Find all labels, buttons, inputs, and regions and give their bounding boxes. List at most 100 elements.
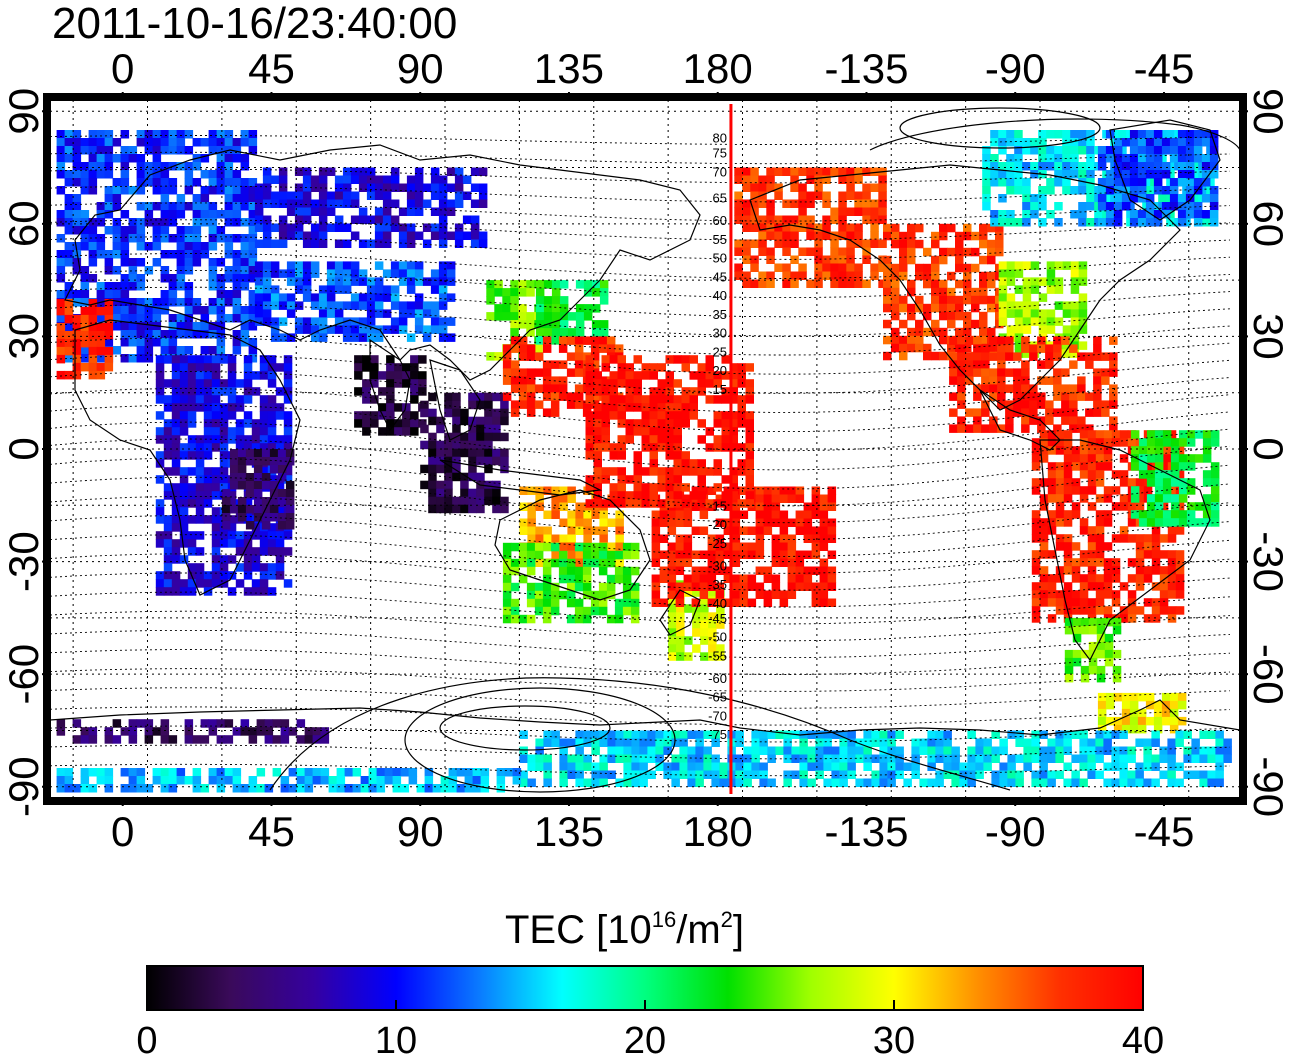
- tec-cell: [318, 199, 328, 208]
- tec-cell: [1167, 534, 1177, 543]
- tec-cell: [224, 130, 234, 139]
- tec-cell: [668, 628, 677, 637]
- tec-cell: [763, 598, 773, 607]
- tec-cell: [1087, 574, 1097, 583]
- tec-cell: [887, 746, 896, 755]
- tec-cell: [663, 770, 672, 779]
- tec-cell: [1054, 146, 1063, 155]
- contour-label: 55: [712, 232, 726, 247]
- tec-cell: [633, 387, 642, 396]
- tec-region-central-america: [949, 336, 1118, 433]
- tec-cell: [742, 183, 751, 192]
- tec-cell: [267, 419, 277, 428]
- tec-cell: [502, 392, 512, 401]
- tec-cell: [512, 776, 522, 785]
- tec-cell: [606, 336, 616, 345]
- tec-cell: [803, 550, 813, 559]
- tec-cell: [763, 526, 773, 535]
- tec-cell: [998, 146, 1007, 155]
- tec-cell: [692, 628, 701, 637]
- tec-cell: [846, 231, 855, 240]
- tec-cell: [1129, 724, 1139, 734]
- tec-cell: [1130, 446, 1140, 455]
- tec-cell: [755, 534, 765, 543]
- tec-cell: [406, 183, 416, 192]
- tec-cell: [697, 491, 706, 500]
- tec-cell: [583, 304, 593, 313]
- tec-cell: [243, 435, 253, 444]
- tec-cell: [192, 322, 202, 331]
- tec-cell: [168, 314, 178, 323]
- tec-cell: [1005, 384, 1014, 393]
- tec-cell: [878, 191, 887, 200]
- tec-cell: [1046, 325, 1056, 334]
- tec-cell: [758, 247, 767, 256]
- tec-cell: [80, 330, 90, 340]
- tec-cell: [251, 443, 261, 452]
- tec-cell: [1167, 550, 1177, 559]
- tec-cell: [187, 467, 197, 476]
- tec-cell: [171, 515, 181, 524]
- tec-cell: [219, 403, 229, 412]
- tec-cell: [1006, 186, 1015, 195]
- tec-cell: [283, 395, 293, 404]
- tec-cell: [500, 496, 509, 506]
- tec-cell: [729, 483, 738, 492]
- tec-cell: [155, 571, 165, 580]
- tec-cell: [899, 255, 908, 265]
- tec-cell: [1127, 770, 1136, 779]
- tec-cell: [651, 542, 661, 551]
- tec-cell: [492, 416, 501, 426]
- tec-cell: [891, 295, 900, 305]
- tec-cell: [1135, 606, 1145, 615]
- tec-cell: [1105, 692, 1115, 702]
- tec-cell: [649, 491, 658, 500]
- tec-cell: [1161, 146, 1171, 155]
- tec-cell: [136, 282, 146, 291]
- tec-cell: [766, 271, 775, 280]
- tec-cell: [1175, 590, 1185, 599]
- tec-cell: [1031, 526, 1041, 535]
- tec-cell: [334, 277, 344, 286]
- tec-cell: [342, 285, 352, 294]
- tec-cell: [839, 762, 848, 771]
- tec-cell: [358, 239, 368, 248]
- tec-cell: [243, 387, 253, 396]
- tec-cell: [1167, 754, 1176, 763]
- tec-cell: [342, 333, 352, 342]
- tec-cell: [1210, 494, 1220, 503]
- tec-cell: [758, 215, 767, 224]
- tec-cell: [779, 534, 789, 543]
- tec-cell: [262, 285, 272, 294]
- tec-cell: [1121, 178, 1131, 187]
- tec-cell: [1029, 416, 1038, 425]
- tec-cell: [526, 542, 536, 552]
- tec-cell: [163, 523, 173, 532]
- tec-cell: [1014, 138, 1023, 147]
- tec-cell: [1175, 558, 1185, 567]
- tec-cell: [310, 325, 320, 334]
- tec-cell: [615, 754, 624, 763]
- tec-cell: [171, 467, 181, 476]
- tec-cell: [171, 443, 181, 452]
- tec-cell: [304, 768, 314, 777]
- tec-cell: [582, 558, 592, 568]
- tec-cell: [1167, 590, 1177, 599]
- tec-cell: [830, 247, 839, 256]
- tec-cell: [428, 416, 437, 426]
- tec-cell: [208, 242, 218, 251]
- magnetic-contour-line: [50, 610, 1231, 642]
- tec-cell: [168, 210, 178, 219]
- tec-cell: [248, 202, 258, 211]
- tec-cell: [155, 427, 165, 436]
- tec-cell: [923, 271, 932, 281]
- tec-cell: [163, 563, 173, 572]
- tec-cell: [171, 523, 181, 532]
- tec-cell: [1113, 724, 1123, 734]
- tec-cell: [248, 242, 258, 251]
- tec-cell: [200, 719, 210, 728]
- tec-cell: [277, 489, 287, 498]
- tec-cell: [232, 314, 242, 323]
- tec-cell: [1031, 738, 1040, 747]
